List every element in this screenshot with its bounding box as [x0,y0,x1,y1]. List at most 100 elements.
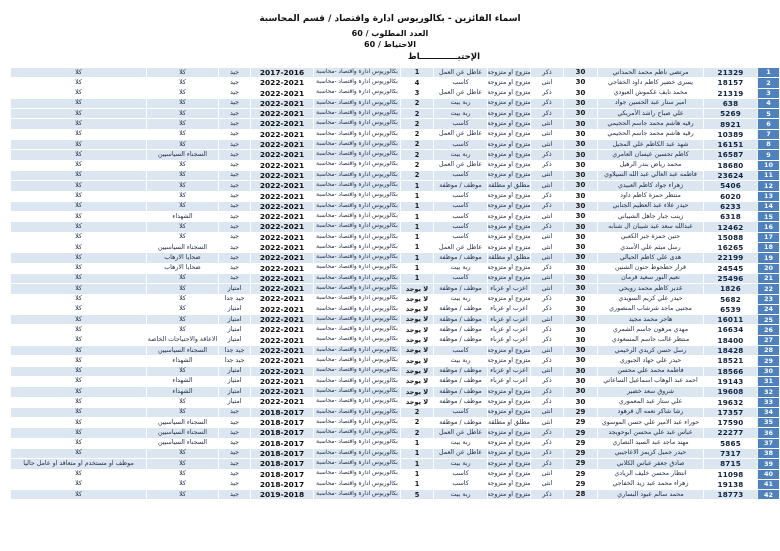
cell-marital-status: متزوج او متزوجة [487,459,530,469]
cell-special-category: الشهداء [146,356,218,366]
cell-marital-status: متزوج او متزوجة [487,78,530,88]
cell-dependents-count: لا يوجد [400,304,433,315]
cell-marital-status: اعزب او عزباء [487,325,530,335]
cell-gender: ذكر [530,150,563,160]
table-row: 18 16265 رسل ميثم علي الأسدي 30 انثى متز… [10,243,779,254]
cell-applicant-id: 6318 [703,212,757,222]
table-row: 30 18566 فاطمة محمد علي محسن 30 انثى اعز… [10,366,779,377]
cell-occupation: عاطل عن العمل [433,243,487,253]
cell-dependents-count: 2 [400,407,433,418]
cell-special-category: كلا [146,140,218,150]
row-number-badge: 27 [757,335,779,346]
cell-employment-note: كلا [10,150,146,160]
cell-occupation: ربة بيت [433,109,487,119]
cell-dependents-count: 1 [400,479,433,490]
cell-age: 29 [563,469,597,479]
cell-gender: ذكر [530,294,563,304]
cell-gender: انثى [530,129,563,140]
cell-special-category: الشهداء [146,376,218,387]
row-number-badge: 25 [757,315,779,325]
cell-employment-note: كلا [10,253,146,263]
cell-graduation-years: 2022-2021 [250,181,313,191]
cell-employment-note: كلا [10,304,146,315]
cell-gender: انثى [530,212,563,222]
cell-applicant-id: 18521 [703,356,757,366]
cell-applicant-id: 6020 [703,191,757,201]
cell-degree: بكالوريوس ادارة واقتصاد -محاسبة [313,150,400,160]
cell-dependents-count: لا يوجد [400,335,433,346]
cell-degree: بكالوريوس ادارة واقتصاد -محاسبة [313,428,400,438]
cell-occupation: موظف / موظفة [433,335,487,346]
table-row: 19 22199 هدى علي كاظم الحيالي 30 انثى مط… [10,253,779,264]
row-number-badge: 32 [757,387,779,397]
cell-age: 30 [563,88,597,98]
cell-marital-status: اعزب او عزباء [487,315,530,325]
cell-applicant-id: 8715 [703,459,757,469]
cell-full-name: يسرى خضير كاظم داود الخفاجي [597,78,703,88]
cell-degree: بكالوريوس ادارة واقتصاد -محاسبة [313,397,400,407]
cell-special-category: السجناء السياسيين [146,150,218,160]
cell-special-category: السجناء السياسيين [146,418,218,428]
cell-dependents-count: 1 [400,201,433,212]
cell-marital-status: متزوج او متزوجة [487,346,530,356]
cell-graduation-years: 2022-2021 [250,222,313,232]
cell-full-name: زهراء جواد كاظم العبيدي [597,181,703,191]
cell-employment-note: كلا [10,469,146,479]
cell-occupation: ربة بيت [433,459,487,469]
cell-graduation-years: 2022-2021 [250,191,313,201]
cell-marital-status: متزوج او متزوجة [487,98,530,109]
cell-applicant-id: 19143 [703,376,757,387]
cell-marital-status: متزوج او متزوجة [487,407,530,418]
row-number-badge: 23 [757,294,779,304]
cell-dependents-count: 2 [400,129,433,140]
cell-gender: انثى [530,469,563,479]
cell-marital-status: اعزب او عزباء [487,366,530,376]
cell-dependents-count: 1 [400,191,433,201]
cell-gender: انثى [530,315,563,325]
cell-full-name: زهراء محمد عبد زيد الخفاجي [597,479,703,490]
cell-special-category: كلا [146,397,218,407]
cell-special-category: كلا [146,479,218,490]
row-number-badge: 28 [757,346,779,356]
cell-age: 30 [563,315,597,325]
cell-occupation: موظف / موظفة [433,253,487,263]
cell-occupation: كاسب [433,170,487,181]
cell-gender: انثى [530,243,563,253]
row-number-badge: 5 [757,109,779,119]
cell-employment-note: كلا [10,140,146,150]
cell-employment-note: كلا [10,315,146,325]
cell-dependents-count: لا يوجد [400,356,433,366]
cell-applicant-id: 18680 [703,160,757,170]
cell-applicant-id: 11098 [703,469,757,479]
cell-dependents-count: لا يوجد [400,325,433,335]
cell-gender: ذكر [530,88,563,98]
cell-gender: انثى [530,346,563,356]
row-number-badge: 35 [757,418,779,428]
cell-special-category: ضحايا الارهاب [146,263,218,273]
cell-full-name: فاطمة محمد علي محسن [597,366,703,376]
cell-special-category: الشهداء [146,387,218,397]
cell-applicant-id: 19632 [703,397,757,407]
cell-applicant-id: 25496 [703,273,757,284]
cell-dependents-count: 1 [400,222,433,232]
cell-degree: بكالوريوس ادارة واقتصاد -محاسبة [313,346,400,356]
table-row: 6 8921 رقيه هاشم محمد جاسم الحجيمي 30 ان… [10,119,779,130]
cell-special-category: ضحايا الارهاب [146,253,218,263]
cell-graduation-years: 2022-2021 [250,129,313,140]
cell-marital-status: متزوج او متزوجة [487,263,530,273]
cell-full-name: شروق سعد خضير [597,387,703,397]
cell-dependents-count: لا يوجد [400,366,433,376]
cell-graduation-years: 2022-2021 [250,109,313,119]
cell-degree: بكالوريوس ادارة واقتصاد -محاسبة [313,243,400,253]
cell-applicant-id: 18400 [703,335,757,346]
cell-degree: بكالوريوس ادارة واقتصاد -محاسبة [313,479,400,490]
row-number-badge: 3 [757,88,779,98]
cell-special-category: كلا [146,181,218,191]
cell-employment-note: موظف او مستخدم او متعاقد او عامل حاليا [10,459,146,469]
row-number-badge: 15 [757,212,779,222]
row-number-badge: 39 [757,459,779,469]
cell-employment-note: كلا [10,407,146,418]
cell-grade: جيد [218,253,250,263]
cell-age: 30 [563,366,597,376]
